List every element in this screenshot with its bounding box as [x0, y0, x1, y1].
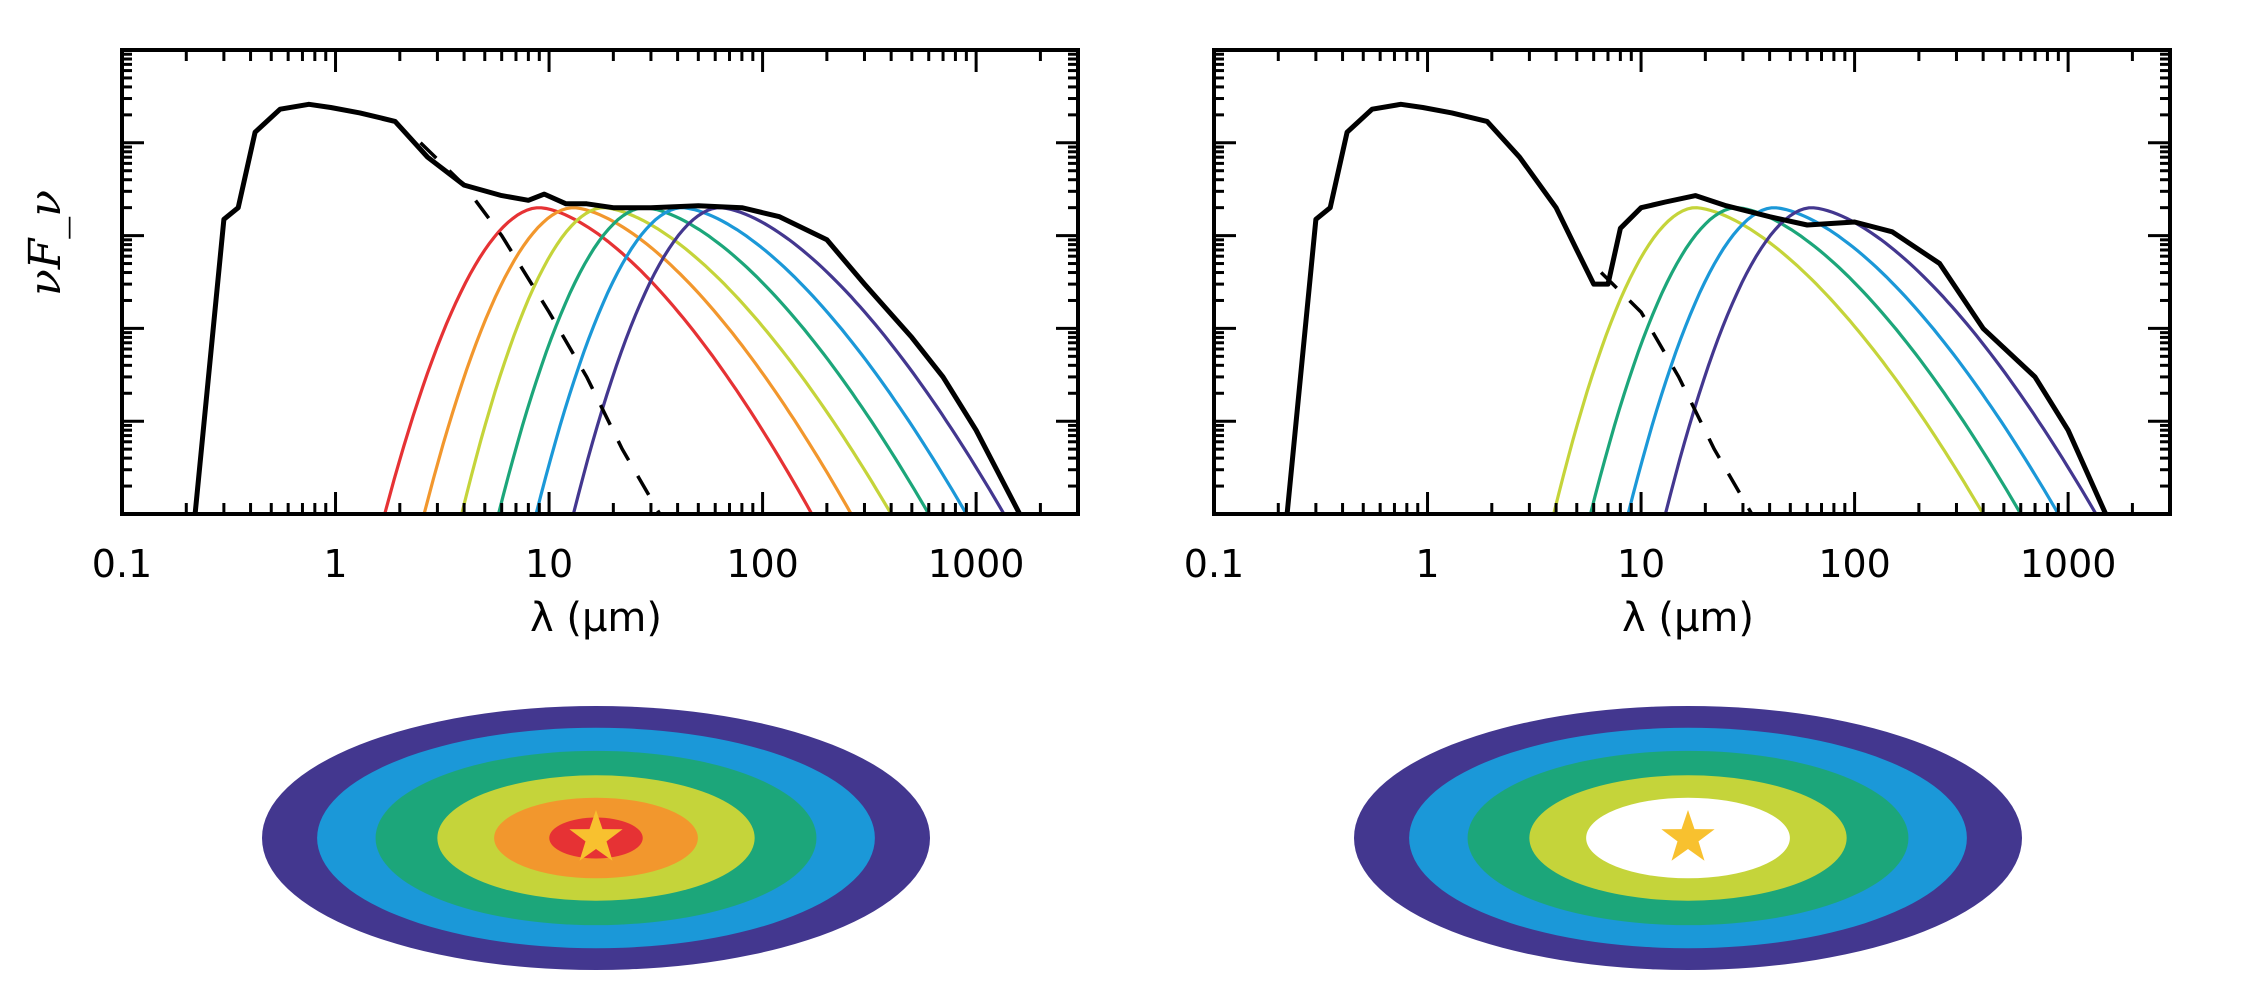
component-curve-5	[534, 206, 968, 514]
total-sed-line	[1284, 101, 2108, 514]
x-tick-label: 100	[726, 542, 799, 586]
component-curve-4	[496, 206, 931, 514]
stellar-photosphere-line	[419, 141, 662, 514]
transitional-disk-illustration	[1354, 706, 2022, 970]
star-icon	[569, 810, 623, 861]
component-curve-3	[1626, 206, 2060, 514]
x-tick-label: 10	[1617, 542, 1665, 586]
right-plot-frame	[1212, 48, 2172, 516]
left-sed-panel: 0.1 1 10 100 1000 λ (μm) νF_ν	[20, 48, 1080, 641]
x-tick-label: 1	[323, 542, 347, 586]
left-x-axis-label: λ (μm)	[530, 595, 662, 641]
right-x-axis-label: λ (μm)	[1622, 595, 1754, 641]
left-axis-ticks: 0.1 1 10 100 1000	[92, 48, 1080, 586]
component-curve-6	[571, 206, 1006, 514]
left-curves	[192, 101, 1022, 514]
y-axis-label: νF_ν	[20, 190, 71, 296]
component-curve-4	[1663, 206, 2098, 514]
right-axis-ticks: 0.1 1 10 100 1000	[1184, 48, 2172, 586]
left-plot-frame	[120, 48, 1080, 516]
x-tick-label: 100	[1818, 542, 1891, 586]
component-curve-3	[460, 206, 893, 514]
component-curve-1	[383, 206, 814, 514]
x-tick-label: 1000	[2020, 542, 2117, 586]
full-disk-illustration	[262, 706, 930, 970]
total-sed-line	[192, 101, 1022, 514]
star-icon	[1661, 810, 1715, 861]
component-curve-1	[1552, 206, 1985, 514]
x-tick-label: 0.1	[92, 542, 152, 586]
stellar-photosphere-line	[1599, 271, 1754, 514]
x-tick-label: 0.1	[1184, 542, 1244, 586]
component-curve-2	[1588, 206, 2023, 514]
right-curves	[1284, 101, 2108, 514]
x-tick-label: 1000	[928, 542, 1025, 586]
x-tick-label: 10	[525, 542, 573, 586]
x-tick-label: 1	[1415, 542, 1439, 586]
right-sed-panel: 0.1 1 10 100 1000 λ (μm)	[1184, 48, 2172, 641]
